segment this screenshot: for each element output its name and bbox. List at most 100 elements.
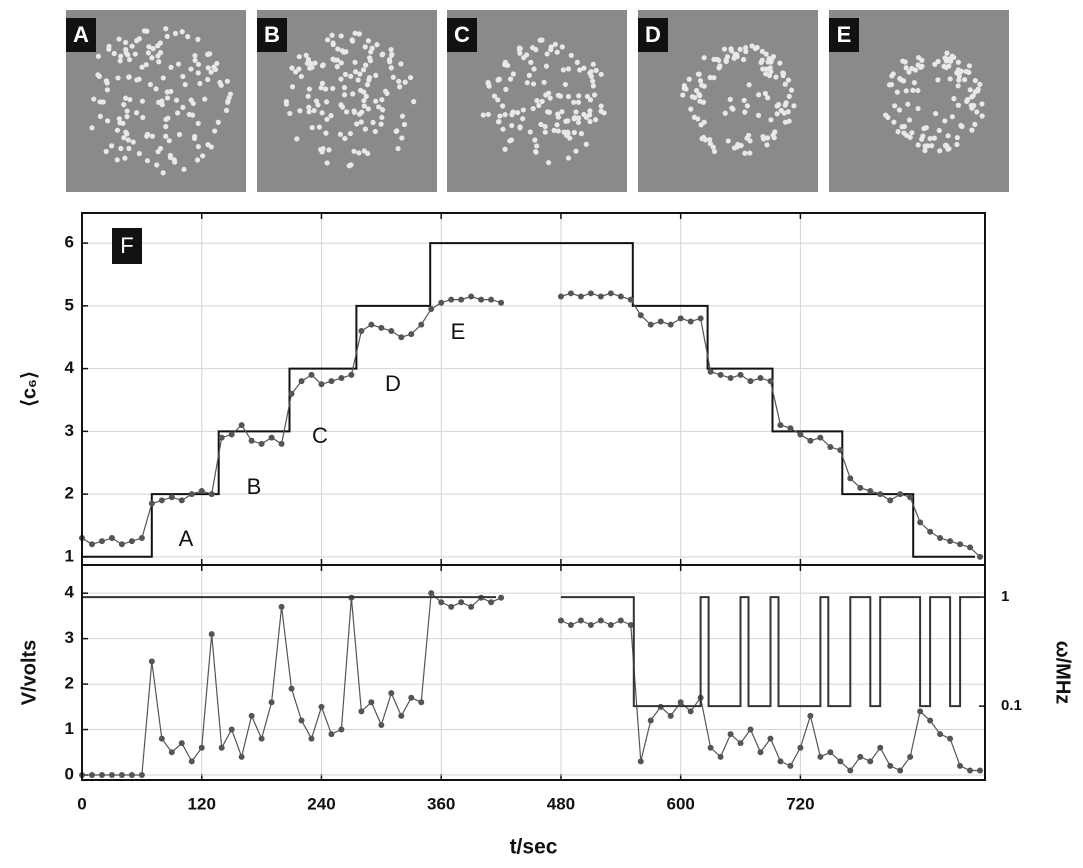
data-point [937,731,944,738]
particle [552,41,558,47]
data-point [627,296,634,303]
particle [124,131,130,137]
particle [575,115,582,121]
particle [530,105,536,112]
data-point [877,744,884,751]
particle [384,90,390,96]
particle [294,136,300,142]
data-point [398,334,405,341]
particle [338,76,344,82]
particle [356,111,363,117]
data-point [737,740,744,747]
particle [395,145,401,152]
particle [906,117,913,123]
data-point [947,538,954,545]
particle [954,135,960,141]
particle [329,32,335,38]
particle [536,102,542,109]
particle [364,82,371,88]
particle [759,57,765,63]
particle [742,150,748,156]
data-point [258,735,265,742]
particle [338,33,344,39]
particle [741,97,747,103]
particle [915,105,921,112]
particle [697,78,704,84]
data-point [927,717,934,724]
data-point [637,312,644,319]
particle [588,73,594,80]
data-point [128,538,135,545]
particle [972,89,979,95]
particle [318,85,324,91]
particle [716,57,722,63]
data-point [817,753,824,760]
data-point [637,758,644,765]
particle [933,110,939,117]
particle [287,110,293,117]
annotation: B [247,474,262,499]
particle [144,158,151,164]
particle [168,64,174,70]
particle [763,51,769,57]
particle [155,149,161,155]
particle [154,162,160,168]
data-point [308,735,315,742]
particle [565,93,572,100]
particle [297,108,303,114]
particle [548,44,554,50]
particle [782,81,788,87]
data-point [338,375,345,382]
particle [578,131,585,137]
data-point [697,315,704,322]
particle [388,65,394,71]
data-point [428,590,435,597]
particle [967,87,973,93]
data-point [857,484,864,491]
data-point [88,772,95,778]
particle [593,67,599,73]
y-tick-label: 4 [65,358,75,377]
particle [335,46,341,52]
particle [785,77,792,83]
particle [943,58,949,64]
data-point [807,712,814,719]
particle [352,69,359,75]
particle [348,73,354,79]
particle [125,137,131,143]
particle [150,46,156,52]
series-line [82,596,980,708]
particle [144,133,150,139]
data-point [977,553,984,560]
particle [964,97,971,103]
particle [126,145,132,152]
data-point [298,378,305,385]
particle [164,95,171,101]
particle [330,40,336,46]
particle [195,36,201,42]
particle [906,69,912,75]
particle [896,107,903,113]
particle [943,64,949,71]
particle [164,89,170,95]
particle [334,57,341,63]
particle [372,128,378,135]
particle [192,57,198,64]
particle [782,102,788,108]
particle [144,28,150,34]
panel-label-box [257,18,287,52]
particle [749,43,755,49]
particle [598,71,604,77]
data-point [907,753,914,760]
particle [91,96,97,102]
particle [731,55,737,61]
particle [959,123,965,130]
particle [370,119,376,126]
particle [537,37,543,43]
data-point [418,699,425,706]
particle [701,134,707,141]
panel-label: F [120,233,133,258]
plot-frame [81,564,986,781]
particle [587,97,594,103]
particle [106,46,112,52]
